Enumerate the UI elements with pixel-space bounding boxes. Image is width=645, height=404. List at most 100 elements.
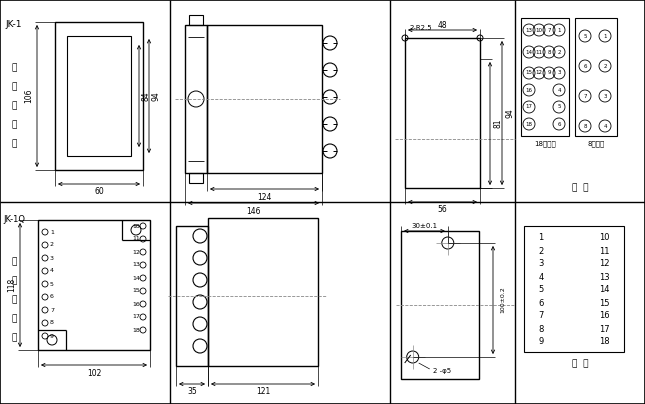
Text: 102: 102: [87, 368, 101, 377]
Text: 正  视: 正 视: [571, 360, 588, 368]
Text: 16: 16: [599, 311, 610, 320]
Bar: [524, 226, 624, 352]
Text: 2-R2.5: 2-R2.5: [410, 25, 433, 31]
Text: 30±0.1: 30±0.1: [412, 223, 437, 229]
Text: 15: 15: [132, 288, 140, 293]
Text: 124: 124: [257, 192, 272, 202]
Text: 5: 5: [557, 105, 561, 109]
Text: 板: 板: [12, 276, 17, 286]
Text: 84: 84: [141, 91, 150, 101]
Text: 5: 5: [583, 34, 587, 38]
Bar: [575, 18, 617, 136]
Bar: [207, 25, 322, 173]
Text: 17: 17: [132, 314, 140, 320]
Text: 10: 10: [535, 27, 542, 32]
Text: JK-1: JK-1: [6, 20, 22, 29]
Text: 8点端子: 8点端子: [588, 141, 604, 147]
Text: 2 -φ5: 2 -φ5: [433, 368, 451, 374]
Text: 60: 60: [94, 187, 104, 196]
Text: 2: 2: [603, 63, 607, 69]
Text: 9: 9: [50, 333, 54, 339]
Text: 附: 附: [12, 257, 17, 267]
Text: 11: 11: [132, 236, 140, 242]
Text: 35: 35: [187, 387, 197, 396]
Text: 4: 4: [557, 88, 561, 93]
Text: 接: 接: [12, 120, 17, 130]
Text: 6: 6: [583, 63, 587, 69]
Text: 106: 106: [25, 89, 34, 103]
Text: 18点端子: 18点端子: [534, 141, 556, 147]
Text: 2: 2: [557, 50, 561, 55]
Text: 线: 线: [12, 139, 17, 149]
Text: 13: 13: [526, 27, 533, 32]
Bar: [176, 226, 208, 366]
Text: 16: 16: [526, 88, 533, 93]
Text: 15: 15: [599, 299, 610, 307]
Text: 18: 18: [526, 122, 533, 126]
Text: 10: 10: [599, 234, 610, 242]
Text: 6: 6: [557, 122, 561, 126]
Text: 7: 7: [583, 93, 587, 99]
Text: 16: 16: [132, 301, 140, 307]
Text: 9: 9: [547, 71, 551, 76]
Text: 板: 板: [12, 82, 17, 91]
Text: 94: 94: [506, 108, 515, 118]
Bar: [67, 36, 131, 156]
Text: 4: 4: [50, 269, 54, 274]
Text: 18: 18: [132, 328, 140, 332]
Text: 3: 3: [539, 259, 544, 269]
Text: 48: 48: [438, 21, 448, 30]
Text: JK-1Q: JK-1Q: [3, 215, 25, 224]
Text: 146: 146: [246, 206, 261, 215]
Text: 后: 后: [12, 101, 17, 111]
Text: 9: 9: [539, 337, 544, 347]
Bar: [185, 25, 207, 173]
Text: 121: 121: [256, 387, 270, 396]
Text: 17: 17: [599, 324, 610, 333]
Text: 4: 4: [603, 124, 607, 128]
Text: 背  视: 背 视: [571, 183, 588, 192]
Text: 1: 1: [539, 234, 544, 242]
Bar: [55, 22, 143, 170]
Text: 18: 18: [599, 337, 610, 347]
Text: 7: 7: [50, 307, 54, 313]
Text: 118: 118: [8, 278, 17, 292]
Text: 1: 1: [603, 34, 607, 38]
Text: 前: 前: [12, 295, 17, 305]
Text: 12: 12: [535, 71, 542, 76]
Text: 11: 11: [599, 246, 610, 255]
Text: 14: 14: [599, 286, 610, 295]
Text: 3: 3: [50, 255, 54, 261]
Text: 4: 4: [539, 273, 544, 282]
Bar: [405, 38, 480, 188]
Text: 13: 13: [599, 273, 610, 282]
Text: 56: 56: [437, 206, 448, 215]
Text: 8: 8: [50, 320, 54, 326]
Text: 5: 5: [539, 286, 544, 295]
Text: 81: 81: [493, 119, 502, 128]
Text: 附: 附: [12, 63, 17, 72]
Text: 14: 14: [132, 276, 140, 280]
Bar: [38, 220, 150, 350]
Text: 线: 线: [12, 333, 17, 343]
Text: 13: 13: [132, 263, 140, 267]
Text: 11: 11: [535, 50, 542, 55]
Text: 接: 接: [12, 314, 17, 324]
Bar: [521, 18, 569, 136]
Text: 6: 6: [539, 299, 544, 307]
Bar: [189, 15, 203, 25]
Text: 14: 14: [526, 50, 533, 55]
Text: 17: 17: [526, 105, 533, 109]
Bar: [208, 218, 318, 366]
Text: 1: 1: [50, 229, 54, 234]
Text: 8: 8: [547, 50, 551, 55]
Text: 12: 12: [599, 259, 610, 269]
Text: 5: 5: [50, 282, 54, 286]
Text: 2: 2: [50, 242, 54, 248]
Text: 3: 3: [557, 71, 561, 76]
Text: 10: 10: [132, 223, 140, 229]
Text: 8: 8: [539, 324, 544, 333]
Text: 3: 3: [603, 93, 607, 99]
Text: 2: 2: [539, 246, 544, 255]
Text: 8: 8: [583, 124, 587, 128]
